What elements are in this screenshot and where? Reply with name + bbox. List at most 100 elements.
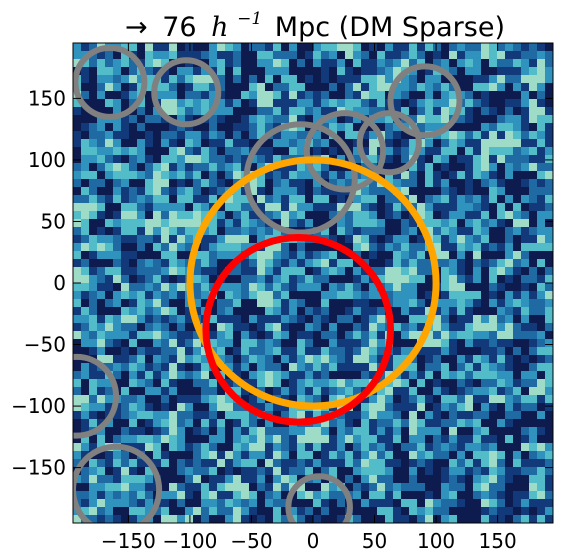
heatmap-cell [217, 211, 226, 220]
heatmap-cell [433, 91, 442, 100]
heatmap-cell [465, 267, 474, 276]
heatmap-cell [441, 459, 450, 468]
heatmap-cell [265, 403, 274, 412]
heatmap-cell [281, 435, 290, 444]
heatmap-cell [321, 363, 330, 372]
heatmap-cell [481, 99, 490, 108]
x-tick-label: −150 [101, 529, 156, 553]
heatmap-cell [289, 307, 298, 316]
heatmap-cell [489, 355, 498, 364]
heatmap-cell [89, 139, 98, 148]
heatmap-cell [545, 467, 553, 476]
heatmap-cell [385, 283, 394, 292]
heatmap-cell [329, 323, 338, 332]
heatmap-cell [345, 459, 354, 468]
heatmap-cell [481, 411, 490, 420]
heatmap-cell [361, 99, 370, 108]
heatmap-cell [257, 195, 266, 204]
heatmap-cell [465, 131, 474, 140]
heatmap-cell [457, 363, 466, 372]
heatmap-cell [209, 515, 218, 523]
heatmap-cell [281, 459, 290, 468]
heatmap-cell [225, 331, 234, 340]
heatmap-cell [137, 507, 146, 516]
heatmap-cell [361, 91, 370, 100]
heatmap-cell [121, 355, 130, 364]
heatmap-cell [345, 51, 354, 60]
heatmap-cell [121, 427, 130, 436]
heatmap-cell [145, 291, 154, 300]
heatmap-cell [241, 371, 250, 380]
heatmap-cell [425, 83, 434, 92]
heatmap-cell [369, 211, 378, 220]
heatmap-cell [457, 259, 466, 268]
heatmap-cell [545, 411, 553, 420]
heatmap-cell [137, 219, 146, 228]
heatmap-cell [505, 179, 514, 188]
heatmap-cell [81, 267, 90, 276]
heatmap-cell [177, 91, 186, 100]
heatmap-cell [401, 435, 410, 444]
heatmap-cell [337, 307, 346, 316]
heatmap-cell [129, 331, 138, 340]
heatmap-cell [449, 203, 458, 212]
heatmap-cell [249, 483, 258, 492]
heatmap-cell [217, 155, 226, 164]
heatmap-cell [489, 243, 498, 252]
heatmap-cell [185, 155, 194, 164]
heatmap-cell [425, 59, 434, 68]
heatmap-cell [289, 275, 298, 284]
heatmap-cell [393, 251, 402, 260]
heatmap-cell [457, 123, 466, 132]
heatmap-cell [241, 483, 250, 492]
heatmap-cell [273, 99, 282, 108]
heatmap-cell [137, 315, 146, 324]
heatmap-cell [177, 315, 186, 324]
heatmap-cell [329, 459, 338, 468]
heatmap-cell [377, 443, 386, 452]
heatmap-cell [129, 275, 138, 284]
heatmap-cell [433, 59, 442, 68]
heatmap-cell [449, 339, 458, 348]
chart-title: → 76 h −1 Mpc (DM Sparse) [125, 0, 505, 43]
heatmap-cell [137, 259, 146, 268]
heatmap-cell [545, 427, 553, 436]
heatmap-cell [113, 371, 122, 380]
heatmap-cell [489, 459, 498, 468]
heatmap-cell [313, 83, 322, 92]
heatmap-cell [313, 387, 322, 396]
heatmap-cell [433, 195, 442, 204]
heatmap-cell [537, 115, 546, 124]
heatmap-cell [449, 323, 458, 332]
heatmap-cell [537, 315, 546, 324]
heatmap-cell [353, 211, 362, 220]
heatmap-cell [137, 323, 146, 332]
heatmap-cell [289, 435, 298, 444]
heatmap-cell [345, 347, 354, 356]
heatmap-cell [425, 363, 434, 372]
heatmap-cell [241, 331, 250, 340]
heatmap-cell [409, 43, 418, 52]
heatmap-cell [417, 483, 426, 492]
heatmap-cell [393, 315, 402, 324]
heatmap-cell [129, 171, 138, 180]
heatmap-cell [81, 171, 90, 180]
heatmap-cell [225, 83, 234, 92]
heatmap-cell [313, 451, 322, 460]
heatmap-cell [105, 475, 114, 484]
heatmap-cell [369, 299, 378, 308]
heatmap-cell [97, 395, 106, 404]
heatmap-cell [329, 499, 338, 508]
heatmap-cell [273, 459, 282, 468]
heatmap-cell [177, 99, 186, 108]
heatmap-cell [489, 195, 498, 204]
heatmap-cell [401, 395, 410, 404]
heatmap-cell [217, 483, 226, 492]
heatmap-cell [145, 323, 154, 332]
heatmap-cell [113, 499, 122, 508]
heatmap-cell [201, 171, 210, 180]
heatmap-cell [129, 475, 138, 484]
heatmap-cell [505, 451, 514, 460]
heatmap-cell [121, 115, 130, 124]
heatmap-cell [457, 107, 466, 116]
